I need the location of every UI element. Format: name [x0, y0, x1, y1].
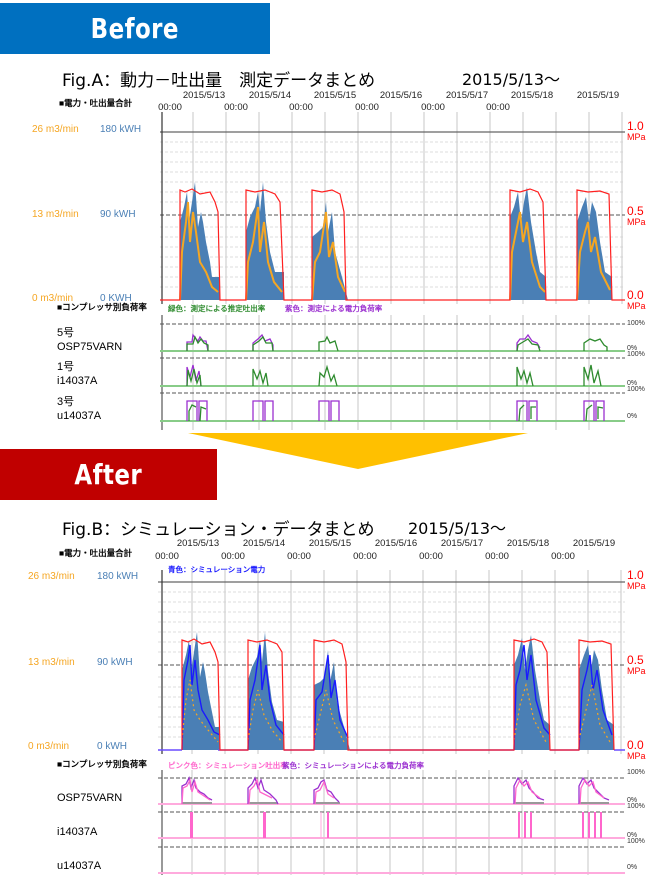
fig-b-compressor-osp75varn-label: OSP75VARN — [57, 792, 123, 804]
x-date-tick: 2015/5/13 — [176, 538, 220, 549]
fig-b-pressure-axis-mid: 0.5 MPa — [627, 653, 646, 676]
x-time-tick: 00:00 — [289, 102, 313, 113]
fig-b-title: Fig.B：シミュレーション・データまとめ — [62, 520, 375, 540]
compressor-number: 1号 — [57, 361, 75, 373]
pct-label: 0% — [627, 797, 638, 804]
fig-a-flow-axis-min: 0 m3/min — [32, 293, 74, 304]
after-banner: After — [0, 449, 217, 500]
x-date-tick: 2015/5/14 — [248, 90, 292, 101]
x-date-tick: 2015/5/16 — [379, 90, 423, 101]
fig-a-compressor-5-label: 5号 OSP75VARN — [57, 326, 122, 354]
x-date-tick: 2015/5/15 — [308, 538, 352, 549]
x-time-tick: 00:00 — [355, 102, 379, 113]
fig-a-compressor-section-label: ■コンプレッサ別負荷率 — [57, 302, 147, 312]
fig-b-compressor-section-label: ■コンプレッサ別負荷率 — [57, 759, 147, 769]
fig-b-flow-axis-min: 0 m3/min — [28, 741, 70, 752]
fig-a-pressure-axis-max: 1.0 MPa — [627, 119, 646, 142]
x-time-tick: 00:00 — [486, 102, 510, 113]
fig-b-legend-blue: 青色：シミュレーション電力 — [168, 565, 266, 574]
fig-b-pressure-axis-max: 1.0 MPa — [627, 568, 646, 591]
x-time-tick: 00:00 — [155, 551, 179, 562]
fig-b-total-section-label: ■電力・吐出量合計 — [59, 548, 133, 558]
pct-label: 100% — [627, 769, 645, 776]
fig-a-main-chart — [160, 112, 625, 304]
fig-a-pressure-line — [160, 188, 625, 301]
fig-a-power-axis-min: 0 KWH — [100, 293, 132, 304]
fig-a-compressor-chart — [160, 315, 625, 430]
fig-a-flow-axis-max: 26 m3/min — [32, 124, 79, 135]
x-time-tick: 00:00 — [485, 551, 509, 562]
after-banner-label: After — [74, 458, 143, 491]
fig-b-date-range: 2015/5/13～ — [408, 519, 507, 538]
x-time-tick: 00:00 — [224, 102, 248, 113]
fig-b-compressor-i14037a-label: i14037A — [57, 826, 98, 838]
fig-a-power-axis-max: 180 kWH — [100, 124, 142, 135]
x-time-tick: 00:00 — [421, 102, 445, 113]
x-date-tick: 2015/5/19 — [572, 538, 616, 549]
fig-b-compressor-chart — [158, 770, 625, 875]
x-date-tick: 2015/5/13 — [182, 90, 226, 101]
fig-b-flow-axis-max: 26 m3/min — [28, 571, 75, 582]
down-arrow — [188, 433, 528, 469]
x-time-tick: 00:00 — [551, 551, 575, 562]
pct-label: 100% — [627, 803, 645, 810]
fig-a-pressure-axis-min: 0.0 MPa — [627, 288, 646, 311]
fig-a-date-range: 2015/5/13～ — [462, 70, 561, 89]
pct-label: 100% — [627, 386, 645, 393]
compressor-model: i14037A — [57, 375, 98, 387]
compressor-model: OSP75VARN — [57, 341, 123, 353]
compressor-number: 3号 — [57, 396, 75, 408]
x-time-tick: 00:00 — [353, 551, 377, 562]
compressor-number: 5号 — [57, 327, 75, 339]
pct-label: 0% — [627, 413, 638, 420]
x-time-tick: 00:00 — [158, 102, 182, 113]
fig-a-flow-axis-mid: 13 m3/min — [32, 209, 79, 220]
x-date-tick: 2015/5/15 — [313, 90, 357, 101]
x-date-tick: 2015/5/18 — [506, 538, 550, 549]
fig-a-legend-green: 緑色：測定による推定吐出率 — [168, 304, 266, 313]
x-time-tick: 00:00 — [419, 551, 443, 562]
x-date-tick: 2015/5/18 — [510, 90, 554, 101]
fig-b-legend-pink: ピンク色：シミュレーション吐出率 — [168, 761, 288, 770]
fig-b-pressure-axis-min: 0.0 MPa — [627, 738, 646, 761]
fig-b-legend-purple: 紫色：シミュレーションによる電力負荷率 — [282, 761, 424, 770]
x-time-tick: 00:00 — [221, 551, 245, 562]
fig-a-pressure-axis-mid: 0.5 MPa — [627, 204, 646, 227]
fig-a-total-section-label: ■電力・吐出量合計 — [59, 98, 133, 108]
before-banner-label: Before — [90, 12, 180, 45]
compressor-model: u14037A — [57, 410, 102, 422]
pct-label: 100% — [627, 320, 645, 327]
fig-b-power-axis-min: 0 kWH — [97, 741, 127, 752]
fig-a-legend-purple: 紫色：測定による電力負荷率 — [285, 304, 383, 313]
x-date-tick: 2015/5/17 — [440, 538, 484, 549]
x-time-tick: 00:00 — [287, 551, 311, 562]
fig-a-title: Fig.A：動力－吐出量 測定データまとめ — [62, 71, 376, 91]
x-date-tick: 2015/5/17 — [445, 90, 489, 101]
x-date-tick: 2015/5/16 — [374, 538, 418, 549]
before-banner: Before — [0, 3, 270, 54]
fig-a-compressor-1-label: 1号 i14037A — [57, 360, 97, 388]
fig-b-power-axis-mid: 90 kWH — [97, 657, 133, 668]
pct-label: 0% — [627, 380, 638, 387]
pct-label: 100% — [627, 838, 645, 845]
fig-a-compressor-3-label: 3号 u14037A — [57, 395, 101, 423]
pct-label: 0% — [627, 345, 638, 352]
fig-b-main-chart — [158, 570, 625, 754]
x-date-tick: 2015/5/19 — [576, 90, 620, 101]
pct-label: 0% — [627, 864, 638, 871]
x-date-tick: 2015/5/14 — [242, 538, 286, 549]
fig-b-flow-axis-mid: 13 m3/min — [28, 657, 75, 668]
fig-a-power-axis-mid: 90 kWH — [100, 209, 136, 220]
pct-label: 100% — [627, 351, 645, 358]
fig-b-power-axis-max: 180 kWH — [97, 571, 139, 582]
fig-b-compressor-u14037a-label: u14037A — [57, 860, 102, 872]
pct-label: 0% — [627, 832, 638, 839]
